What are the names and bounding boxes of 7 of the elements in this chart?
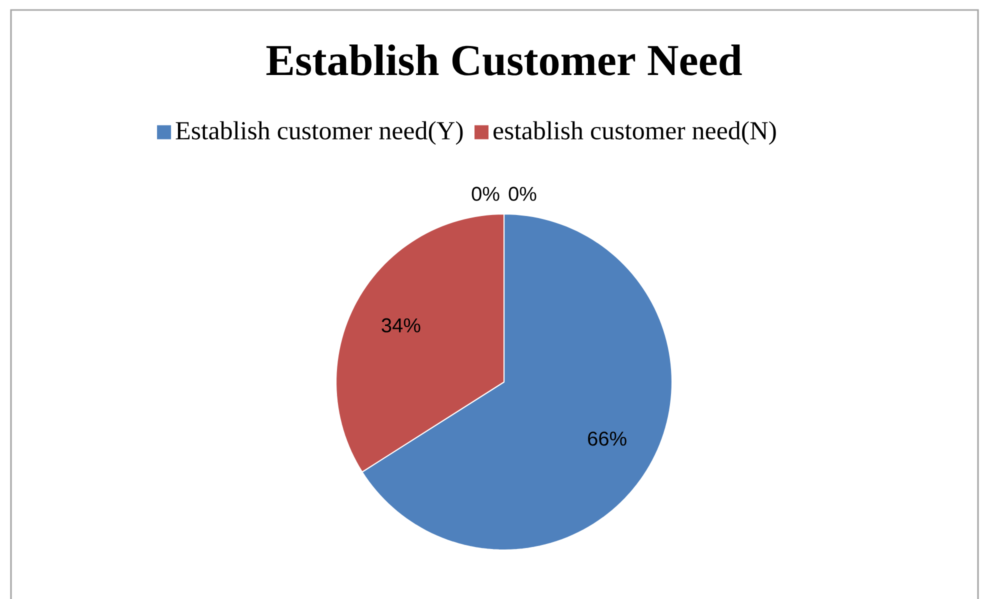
legend-label: establish customer need(N) bbox=[494, 121, 776, 145]
legend-label: Establish customer need(Y) bbox=[176, 121, 463, 145]
text: 0% bbox=[472, 186, 500, 201]
data-label: 34% bbox=[382, 318, 420, 332]
text: 0% bbox=[508, 186, 536, 201]
data-label: 66% bbox=[588, 432, 626, 446]
chart-title: Establish Customer Need bbox=[266, 44, 742, 76]
